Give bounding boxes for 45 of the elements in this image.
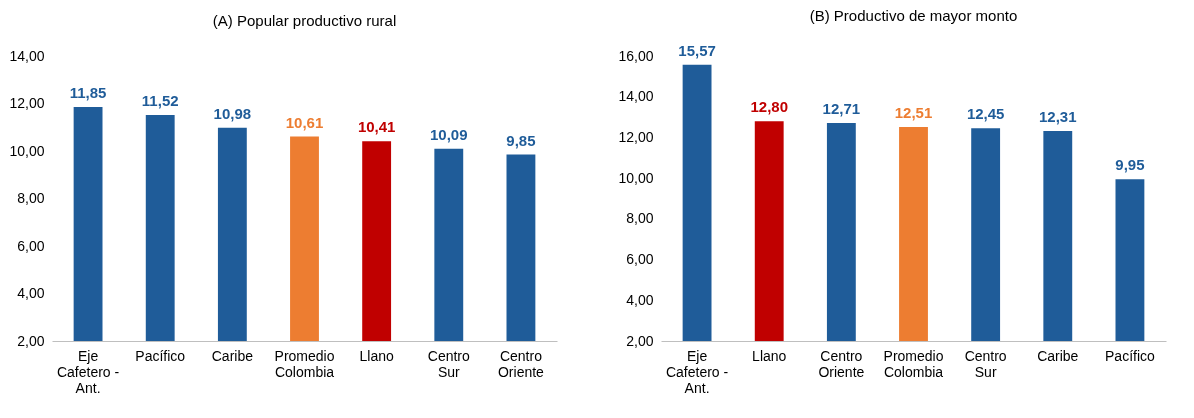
x-tick-label: Eje Cafetero - Ant.	[665, 347, 729, 396]
x-tick-label: Centro Sur	[964, 347, 1007, 380]
x-tick-label: Pacífico	[1105, 347, 1156, 364]
data-label: 12,45	[966, 105, 1005, 123]
y-tick-label: 14,00	[9, 47, 45, 64]
x-tick-label: Promedio Colombia	[883, 347, 944, 380]
data-label: 11,85	[69, 84, 107, 102]
x-tick-label: Pacífico	[135, 347, 186, 364]
y-tick-label: 2,00	[17, 332, 45, 349]
y-tick-label: 8,00	[626, 210, 654, 227]
y-tick-label: 4,00	[17, 285, 45, 301]
x-tick-label: Caribe	[1037, 347, 1079, 364]
x-tick-label: Promedio Colombia	[274, 347, 335, 380]
x-tick-label: Llano	[359, 347, 394, 364]
chart-title: (A) Popular productivo rural	[212, 12, 397, 29]
data-label: 12,51	[894, 104, 933, 122]
x-tick-label: Centro Sur	[427, 347, 470, 380]
data-label: 12,80	[750, 98, 788, 116]
y-tick-label: 8,00	[17, 190, 45, 206]
y-tick-label: 12,00	[618, 128, 654, 145]
data-label: 11,52	[141, 91, 179, 109]
x-tick-label: Centro Oriente	[818, 347, 865, 380]
data-label: 10,41	[357, 118, 396, 136]
data-label: 10,98	[213, 104, 252, 122]
y-tick-label: 16,00	[618, 47, 654, 64]
data-label: 12,71	[822, 99, 861, 117]
data-label: 12,31	[1039, 108, 1077, 126]
y-tick-label: 2,00	[626, 332, 654, 349]
x-tick-label: Centro Oriente	[497, 347, 545, 380]
x-tick-label: Caribe	[211, 347, 254, 364]
data-label: 9,95	[1115, 156, 1145, 174]
y-tick-label: 6,00	[17, 237, 45, 254]
x-tick-label: Eje Cafetero - Ant.	[56, 347, 120, 396]
y-tick-label: 10,00	[618, 169, 654, 186]
data-label: 15,57	[678, 41, 716, 59]
y-tick-label: 6,00	[626, 251, 654, 268]
chart-title: (B) Productivo de mayor monto	[809, 6, 1018, 24]
data-label: 9,85	[506, 131, 536, 149]
data-label: 10,61	[285, 113, 324, 131]
y-tick-label: 14,00	[618, 88, 654, 105]
data-label: 10,09	[430, 125, 468, 143]
x-tick-label: Llano	[752, 347, 787, 364]
y-tick-label: 12,00	[9, 95, 45, 111]
y-tick-label: 4,00	[626, 291, 654, 308]
y-tick-label: 10,00	[9, 142, 45, 159]
